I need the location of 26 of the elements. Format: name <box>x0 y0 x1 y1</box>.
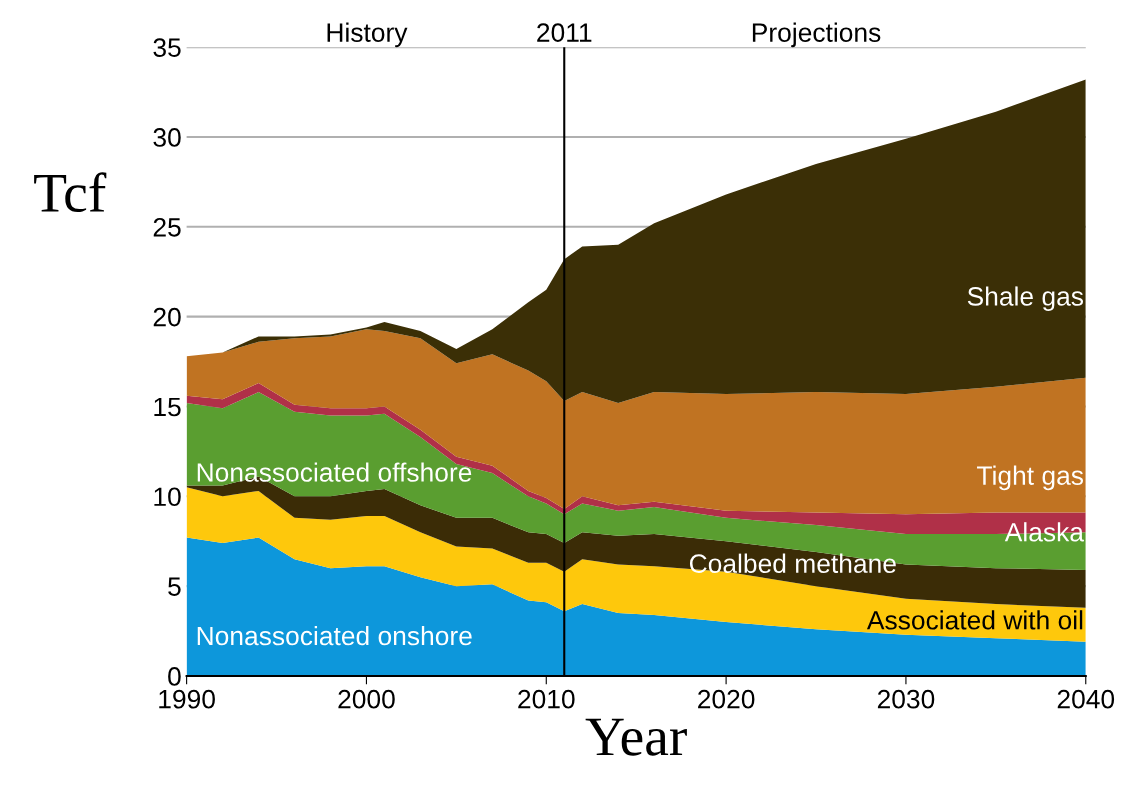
series-label: Nonassociated offshore <box>197 462 472 482</box>
series-label: Associated with oil <box>866 610 1083 630</box>
x-tick-label: 2010 <box>518 689 575 709</box>
y-tick-label: 35 <box>153 38 181 57</box>
text: Projections <box>752 22 881 48</box>
x-tick-label: 2020 <box>698 689 755 709</box>
x-tick-label: 2040 <box>1057 689 1115 709</box>
y-tick-label: 15 <box>154 397 181 417</box>
text: History <box>327 22 408 48</box>
y-tick-label: 0 <box>168 667 181 686</box>
y-tick-label: 20 <box>153 307 181 327</box>
series-label: Tight gas <box>977 465 1084 491</box>
x-tick-label: 2030 <box>877 689 935 709</box>
x-axis-title: Year <box>585 718 687 756</box>
series-label: Nonassociated onshore <box>197 625 472 646</box>
series-label: Alaska <box>1004 522 1084 542</box>
y-tick-label: 10 <box>154 487 181 507</box>
y-tick-label: 30 <box>153 128 181 147</box>
series-label: Shale gas <box>967 286 1084 311</box>
y-tick-label: 5 <box>168 577 181 596</box>
x-tick-label: 1990 <box>159 689 215 709</box>
y-axis-title: Tcf <box>34 172 107 212</box>
y-tick-label: 25 <box>153 217 181 237</box>
ref-line-label: 2011 <box>537 23 592 42</box>
x-tick-label: 2000 <box>338 689 395 709</box>
series-label: Coalbed methane <box>689 553 896 573</box>
